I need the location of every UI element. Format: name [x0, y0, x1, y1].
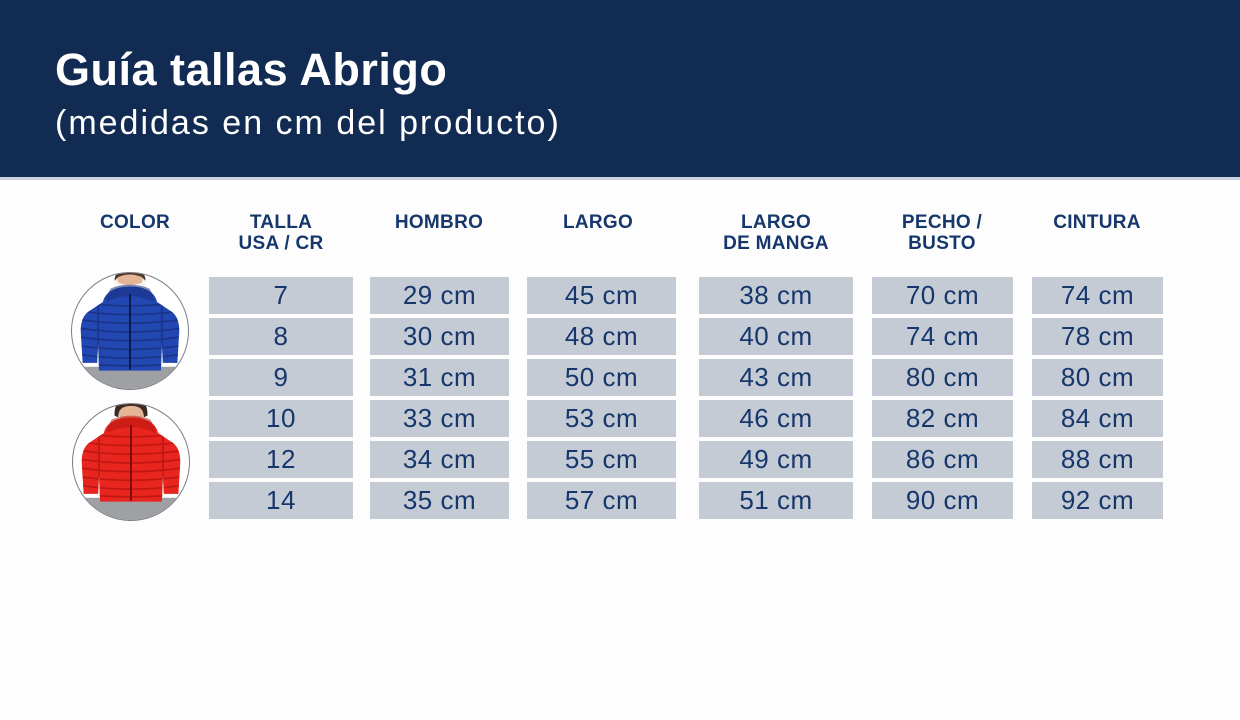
cell-cintura-row6: 92 cm	[1032, 482, 1163, 519]
page-subtitle: (medidas en cm del producto)	[55, 104, 561, 142]
cell-size-row3: 9	[209, 359, 353, 396]
product-photo-blue-jacket	[71, 272, 189, 390]
red-puffer-jacket-illustration	[73, 404, 189, 520]
cell-cintura-row5: 88 cm	[1032, 441, 1163, 478]
cell-cintura-row1: 74 cm	[1032, 277, 1163, 314]
cell-hombro-row2: 30 cm	[370, 318, 509, 355]
cell-size-row5: 12	[209, 441, 353, 478]
cell-manga-row3: 43 cm	[699, 359, 853, 396]
cell-hombro-row5: 34 cm	[370, 441, 509, 478]
blue-puffer-jacket-illustration	[72, 273, 188, 389]
cell-largo-row1: 45 cm	[527, 277, 676, 314]
cell-hombro-row6: 35 cm	[370, 482, 509, 519]
cell-hombro-row1: 29 cm	[370, 277, 509, 314]
column-header-largo: LARGO	[562, 212, 634, 233]
cell-cintura-row4: 84 cm	[1032, 400, 1163, 437]
column-header-cintura: CINTURA	[1053, 212, 1141, 233]
cell-largo-row2: 48 cm	[527, 318, 676, 355]
cell-size-row4: 10	[209, 400, 353, 437]
cell-pecho-row3: 80 cm	[872, 359, 1013, 396]
cell-manga-row6: 51 cm	[699, 482, 853, 519]
cell-largo-row6: 57 cm	[527, 482, 676, 519]
page-title: Guía tallas Abrigo	[55, 44, 448, 95]
cell-cintura-row2: 78 cm	[1032, 318, 1163, 355]
cell-manga-row1: 38 cm	[699, 277, 853, 314]
product-photo-red-jacket	[72, 403, 190, 521]
column-header-hombro: HOMBRO	[394, 212, 484, 233]
cell-size-row1: 7	[209, 277, 353, 314]
cell-hombro-row4: 33 cm	[370, 400, 509, 437]
column-header-manga: LARGO DE MANGA	[723, 212, 829, 254]
cell-size-row6: 14	[209, 482, 353, 519]
cell-manga-row5: 49 cm	[699, 441, 853, 478]
column-header-talla: TALLA USA / CR	[238, 212, 324, 254]
cell-size-row2: 8	[209, 318, 353, 355]
cell-pecho-row1: 70 cm	[872, 277, 1013, 314]
cell-largo-row3: 50 cm	[527, 359, 676, 396]
cell-manga-row4: 46 cm	[699, 400, 853, 437]
column-header-color: COLOR	[99, 212, 171, 233]
cell-largo-row5: 55 cm	[527, 441, 676, 478]
cell-cintura-row3: 80 cm	[1032, 359, 1163, 396]
header-banner: Guía tallas Abrigo (medidas en cm del pr…	[0, 0, 1240, 177]
cell-largo-row4: 53 cm	[527, 400, 676, 437]
cell-pecho-row2: 74 cm	[872, 318, 1013, 355]
banner-divider	[0, 177, 1240, 180]
cell-manga-row2: 40 cm	[699, 318, 853, 355]
cell-pecho-row4: 82 cm	[872, 400, 1013, 437]
cell-hombro-row3: 31 cm	[370, 359, 509, 396]
cell-pecho-row6: 90 cm	[872, 482, 1013, 519]
column-header-pecho: PECHO / BUSTO	[901, 212, 983, 254]
cell-pecho-row5: 86 cm	[872, 441, 1013, 478]
